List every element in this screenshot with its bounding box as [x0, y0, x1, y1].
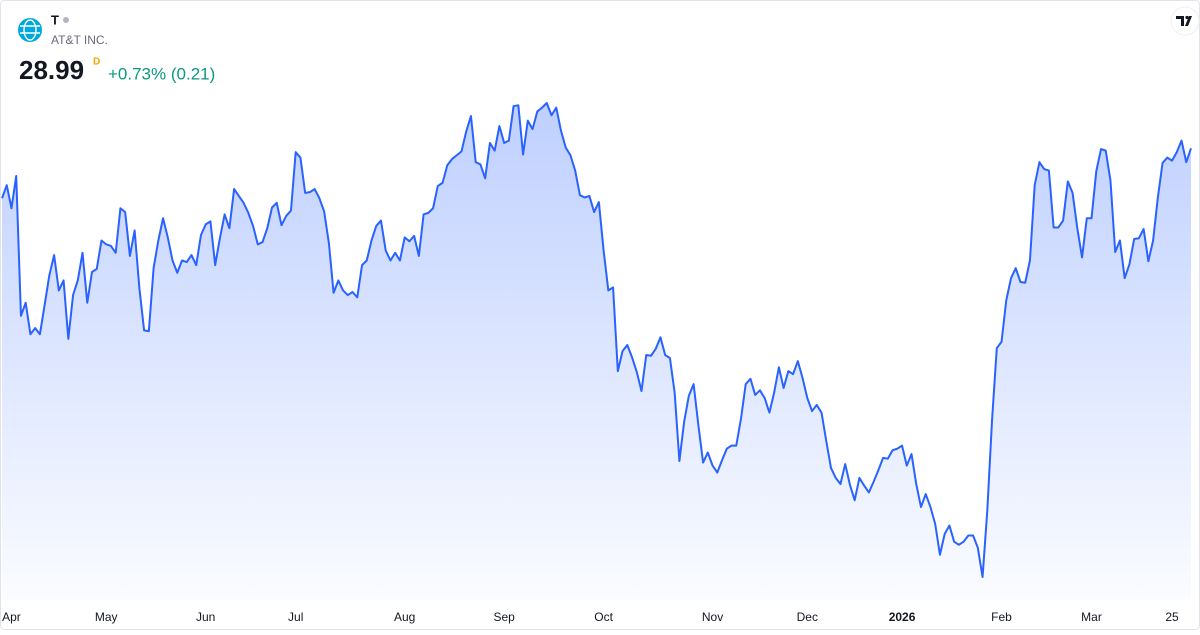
x-tick-label: 2026 — [889, 610, 916, 624]
x-tick-label: 25 — [1165, 610, 1179, 624]
x-tick-label: Apr — [2, 610, 21, 624]
x-tick-label: Jun — [196, 610, 215, 624]
status-dot — [63, 17, 69, 23]
x-tick-label: Jul — [288, 610, 303, 624]
x-tick-label: Sep — [493, 610, 515, 624]
price-line — [1, 102, 1192, 578]
tv-logo[interactable] — [1170, 6, 1200, 36]
x-tick-label: Mar — [1081, 610, 1102, 624]
x-tick-label: Oct — [594, 610, 613, 624]
price: 28.99 — [19, 55, 84, 85]
logo — [18, 18, 42, 42]
plot-area — [1, 102, 1192, 600]
area-fill — [2, 103, 1191, 600]
x-tick-label: Nov — [702, 610, 723, 624]
company-name: AT&T INC. — [51, 33, 108, 47]
x-tick-label: May — [95, 610, 118, 624]
x-tick-label: Feb — [991, 610, 1012, 624]
symbol: T — [51, 12, 59, 27]
interval: D — [93, 57, 100, 68]
x-tick-label: Aug — [394, 610, 415, 624]
x-tick-label: Dec — [797, 610, 818, 624]
price-change: +0.73% (0.21) — [108, 64, 215, 83]
